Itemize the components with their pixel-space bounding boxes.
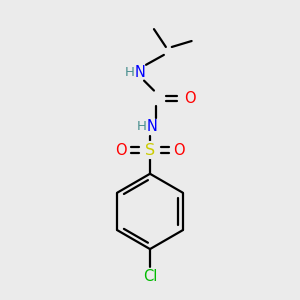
Text: Cl: Cl [142, 269, 158, 284]
Text: S: S [145, 142, 155, 158]
Text: S: S [144, 142, 156, 158]
Text: Cl: Cl [143, 269, 157, 284]
Text: H: H [125, 66, 135, 79]
Text: H: H [137, 120, 147, 133]
Text: O: O [173, 142, 184, 158]
Text: N: N [135, 65, 146, 80]
Text: O: O [184, 91, 195, 106]
Text: N: N [146, 119, 158, 134]
Text: O: O [116, 142, 127, 158]
